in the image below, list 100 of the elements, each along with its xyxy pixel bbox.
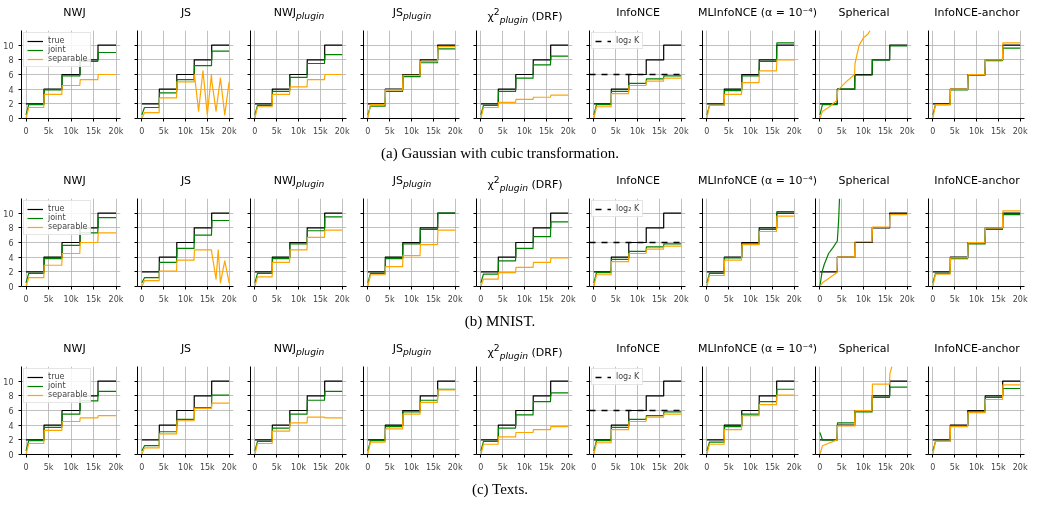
x-tick-label: 15k [199,294,216,304]
x-tick-label: 10k [291,462,307,472]
chart-title: χ$^{2}$$_{plugin}$ (DRF) [487,341,563,362]
chart-title: χ$^{2}$$_{plugin}$ (DRF) [487,173,563,194]
y-tick-label: 6 [8,407,14,416]
x-tick-label: 0 [704,294,710,304]
chart-title: MLInfoNCE (α = 10⁻⁴) [698,173,818,189]
text: (c) Texts. [471,480,529,499]
x-tick-label: 5k [949,462,960,472]
x-tick-label: 10k [630,462,646,472]
x-tick-label: 15k [764,126,781,136]
x-tick-label: 0 [252,294,258,304]
x-tick-label: 0 [478,126,484,136]
x-tick-label: 5k [158,294,169,304]
x-tick-label: 10k [178,462,194,472]
chart-title: InfoNCE-anchor [934,173,1020,189]
y-tick-label: 0 [8,451,14,460]
x-tick-label: 5k [158,462,169,472]
x-tick-label: 20k [221,294,237,304]
x-tick-label: 15k [86,126,102,136]
chart-title: JS [180,5,192,21]
x-tick-label: 15k [312,126,329,136]
x-tick-label: 10k [517,126,533,136]
chart-title: Spherical [838,341,890,357]
x-tick-label: 20k [786,294,802,304]
x-tick-label: 5k [836,462,847,472]
x-tick-label: 20k [1012,462,1028,472]
chart-title: JS$_{plugin}$ [392,341,432,359]
x-tick-label: 0 [930,294,936,304]
x-tick-label: 0 [23,462,29,472]
x-tick-label: 5k [497,294,508,304]
x-tick-label: 0 [365,126,371,136]
x-tick-label: 20k [334,126,350,136]
x-tick-label: 20k [899,294,915,304]
x-tick-label: 10k [630,294,646,304]
y-tick-label: 4 [8,85,14,95]
x-tick-label: 15k [651,294,668,304]
y-tick-label: 6 [8,239,14,248]
x-tick-label: 0 [139,126,145,136]
x-tick-label: 10k [743,462,759,472]
x-tick-label: 5k [158,126,169,136]
x-tick-label: 5k [949,126,960,136]
chart-title: NWJ [63,5,86,21]
x-tick-label: 0 [23,294,29,304]
y-tick-label: 8 [8,392,14,402]
x-tick-label: 20k [108,126,124,136]
x-tick-label: 20k [447,294,463,304]
x-tick-label: 15k [199,126,216,136]
x-tick-label: 0 [23,126,29,136]
y-tick-label: 0 [8,115,14,124]
x-tick-label: 5k [723,294,734,304]
x-tick-label: 5k [271,462,282,472]
chart-title: JS [180,341,192,357]
x-tick-label: 15k [877,126,894,136]
x-tick-label: 10k [63,462,79,472]
x-tick-label: 0 [478,462,484,472]
x-tick-label: 15k [651,462,668,472]
x-tick-label: 0 [704,126,710,136]
y-tick-label: 10 [3,209,14,219]
y-tick-label: 2 [8,100,14,110]
x-tick-label: 20k [560,126,576,136]
legend-label: log₂ K [616,204,640,213]
x-tick-label: 0 [930,126,936,136]
chart-title: InfoNCE [616,341,660,357]
x-tick-label: 10k [630,126,646,136]
x-tick-label: 20k [221,126,237,136]
x-tick-label: 15k [312,294,329,304]
x-tick-label: 20k [1012,126,1028,136]
x-tick-label: 5k [384,462,395,472]
y-tick-label: 8 [8,224,14,234]
x-tick-label: 15k [877,462,894,472]
legend-label: separable [48,222,88,231]
x-tick-label: 0 [930,462,936,472]
x-tick-label: 0 [139,462,145,472]
x-tick-label: 20k [673,126,689,136]
x-tick-label: 10k [517,462,533,472]
x-tick-label: 20k [108,294,124,304]
x-tick-label: 15k [538,126,555,136]
x-tick-label: 20k [334,294,350,304]
chart-title: NWJ$_{plugin}$ [273,341,325,359]
x-tick-label: 15k [538,294,555,304]
legend-label: joint [48,45,66,54]
chart-title: JS$_{plugin}$ [392,173,432,191]
chart-title: NWJ [63,173,86,189]
x-tick-label: 15k [538,462,555,472]
x-tick-label: 5k [723,126,734,136]
x-tick-label: 5k [384,294,395,304]
x-tick-label: 20k [221,462,237,472]
x-tick-label: 0 [139,294,145,304]
x-tick-label: 20k [899,462,915,472]
chart-title: InfoNCE [616,5,660,21]
chart-title: χ$^{2}$$_{plugin}$ (DRF) [487,5,563,26]
x-tick-label: 5k [271,294,282,304]
x-tick-label: 0 [365,294,371,304]
x-tick-label: 5k [43,294,54,304]
chart-title: MLInfoNCE (α = 10⁻⁴) [698,5,818,21]
x-tick-label: 0 [817,462,823,472]
x-tick-label: 10k [517,294,533,304]
x-tick-label: 5k [610,462,621,472]
x-tick-label: 15k [877,294,894,304]
